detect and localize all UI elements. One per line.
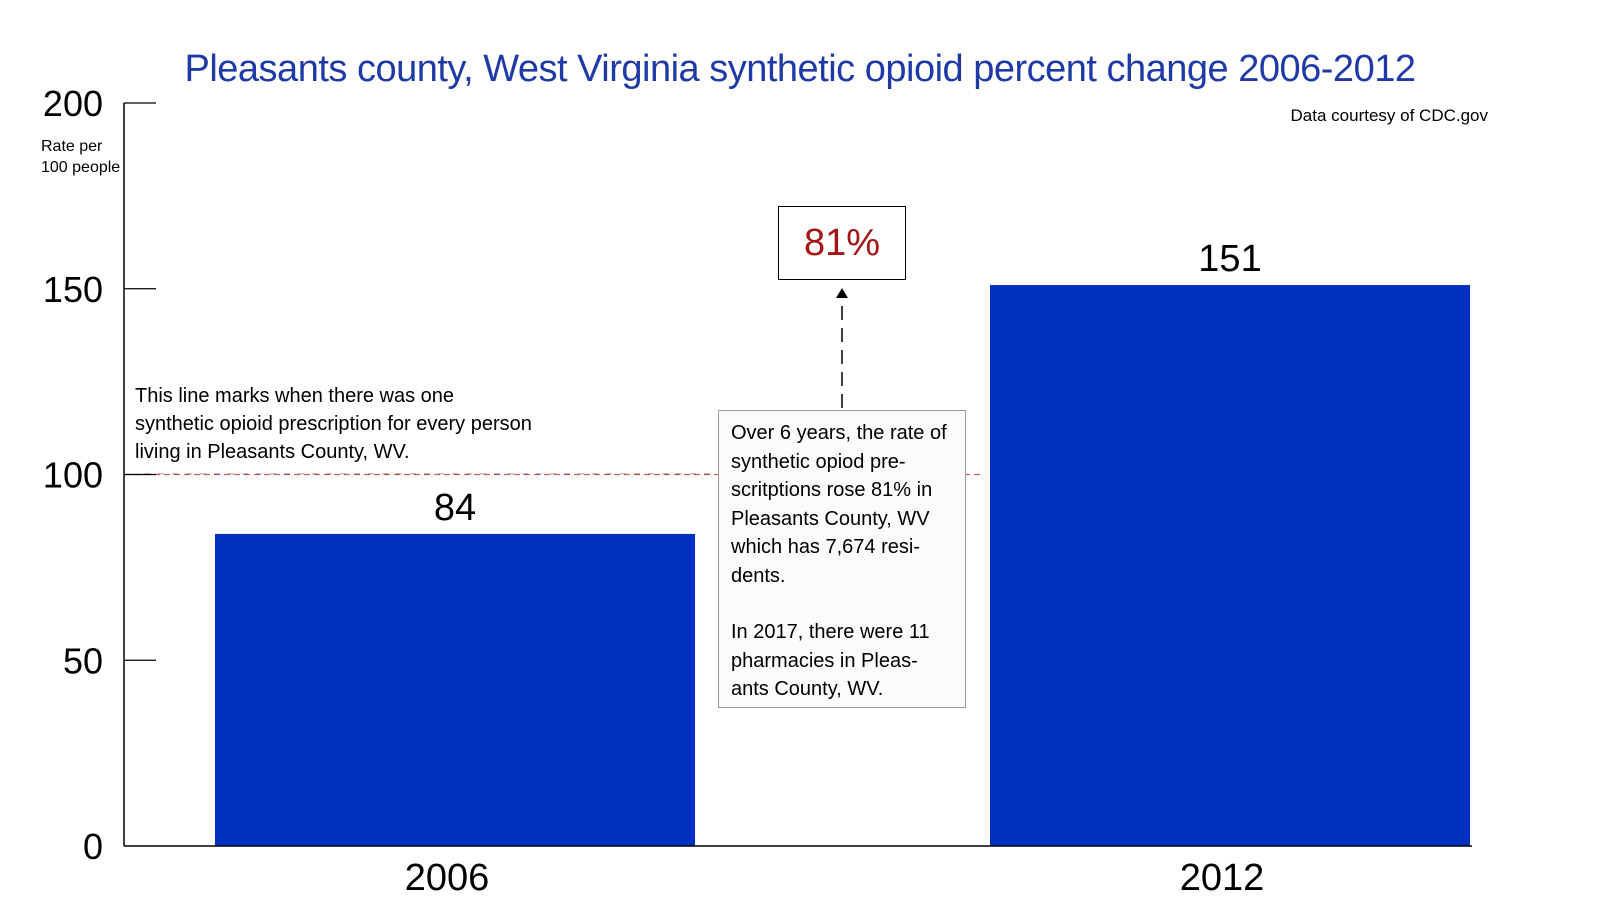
y-tick-label-150: 150: [43, 269, 103, 310]
y-axis-label: Rate per 100 people: [41, 138, 121, 176]
bar-2006: [215, 533, 695, 846]
data-source-note: Data courtesy of CDC.gov: [1290, 106, 1488, 125]
info-callout-box: Over 6 years, the rate of synthetic opio…: [718, 410, 966, 708]
plot-area: 84 2006 151 2012 0 50 100 150 200: [43, 83, 1472, 899]
y-tick-label-0: 0: [83, 826, 103, 867]
percent-change-value: 81%: [803, 221, 881, 264]
info-paragraph-2: In 2017, there were 11 pharmacies in Ple…: [731, 621, 930, 700]
x-tick-label-2006: 2006: [405, 857, 490, 899]
y-tick-label-100: 100: [43, 455, 103, 496]
bar-2012: [990, 285, 1470, 846]
bar-value-label-2006: 84: [434, 487, 476, 529]
chart-title: Pleasants county, West Virginia syntheti…: [184, 48, 1416, 90]
x-tick-label-2012: 2012: [1180, 857, 1265, 899]
bar-value-label-2012: 151: [1198, 238, 1261, 280]
reference-line-note: This line marks when there was one synth…: [135, 385, 532, 463]
annotation-arrow-head: [836, 288, 848, 298]
y-tick-label-50: 50: [63, 640, 103, 681]
y-tick-label-200: 200: [43, 83, 103, 124]
percent-change-box: 81%: [778, 206, 906, 280]
info-paragraph-1: Over 6 years, the rate of synthetic opio…: [731, 422, 947, 587]
